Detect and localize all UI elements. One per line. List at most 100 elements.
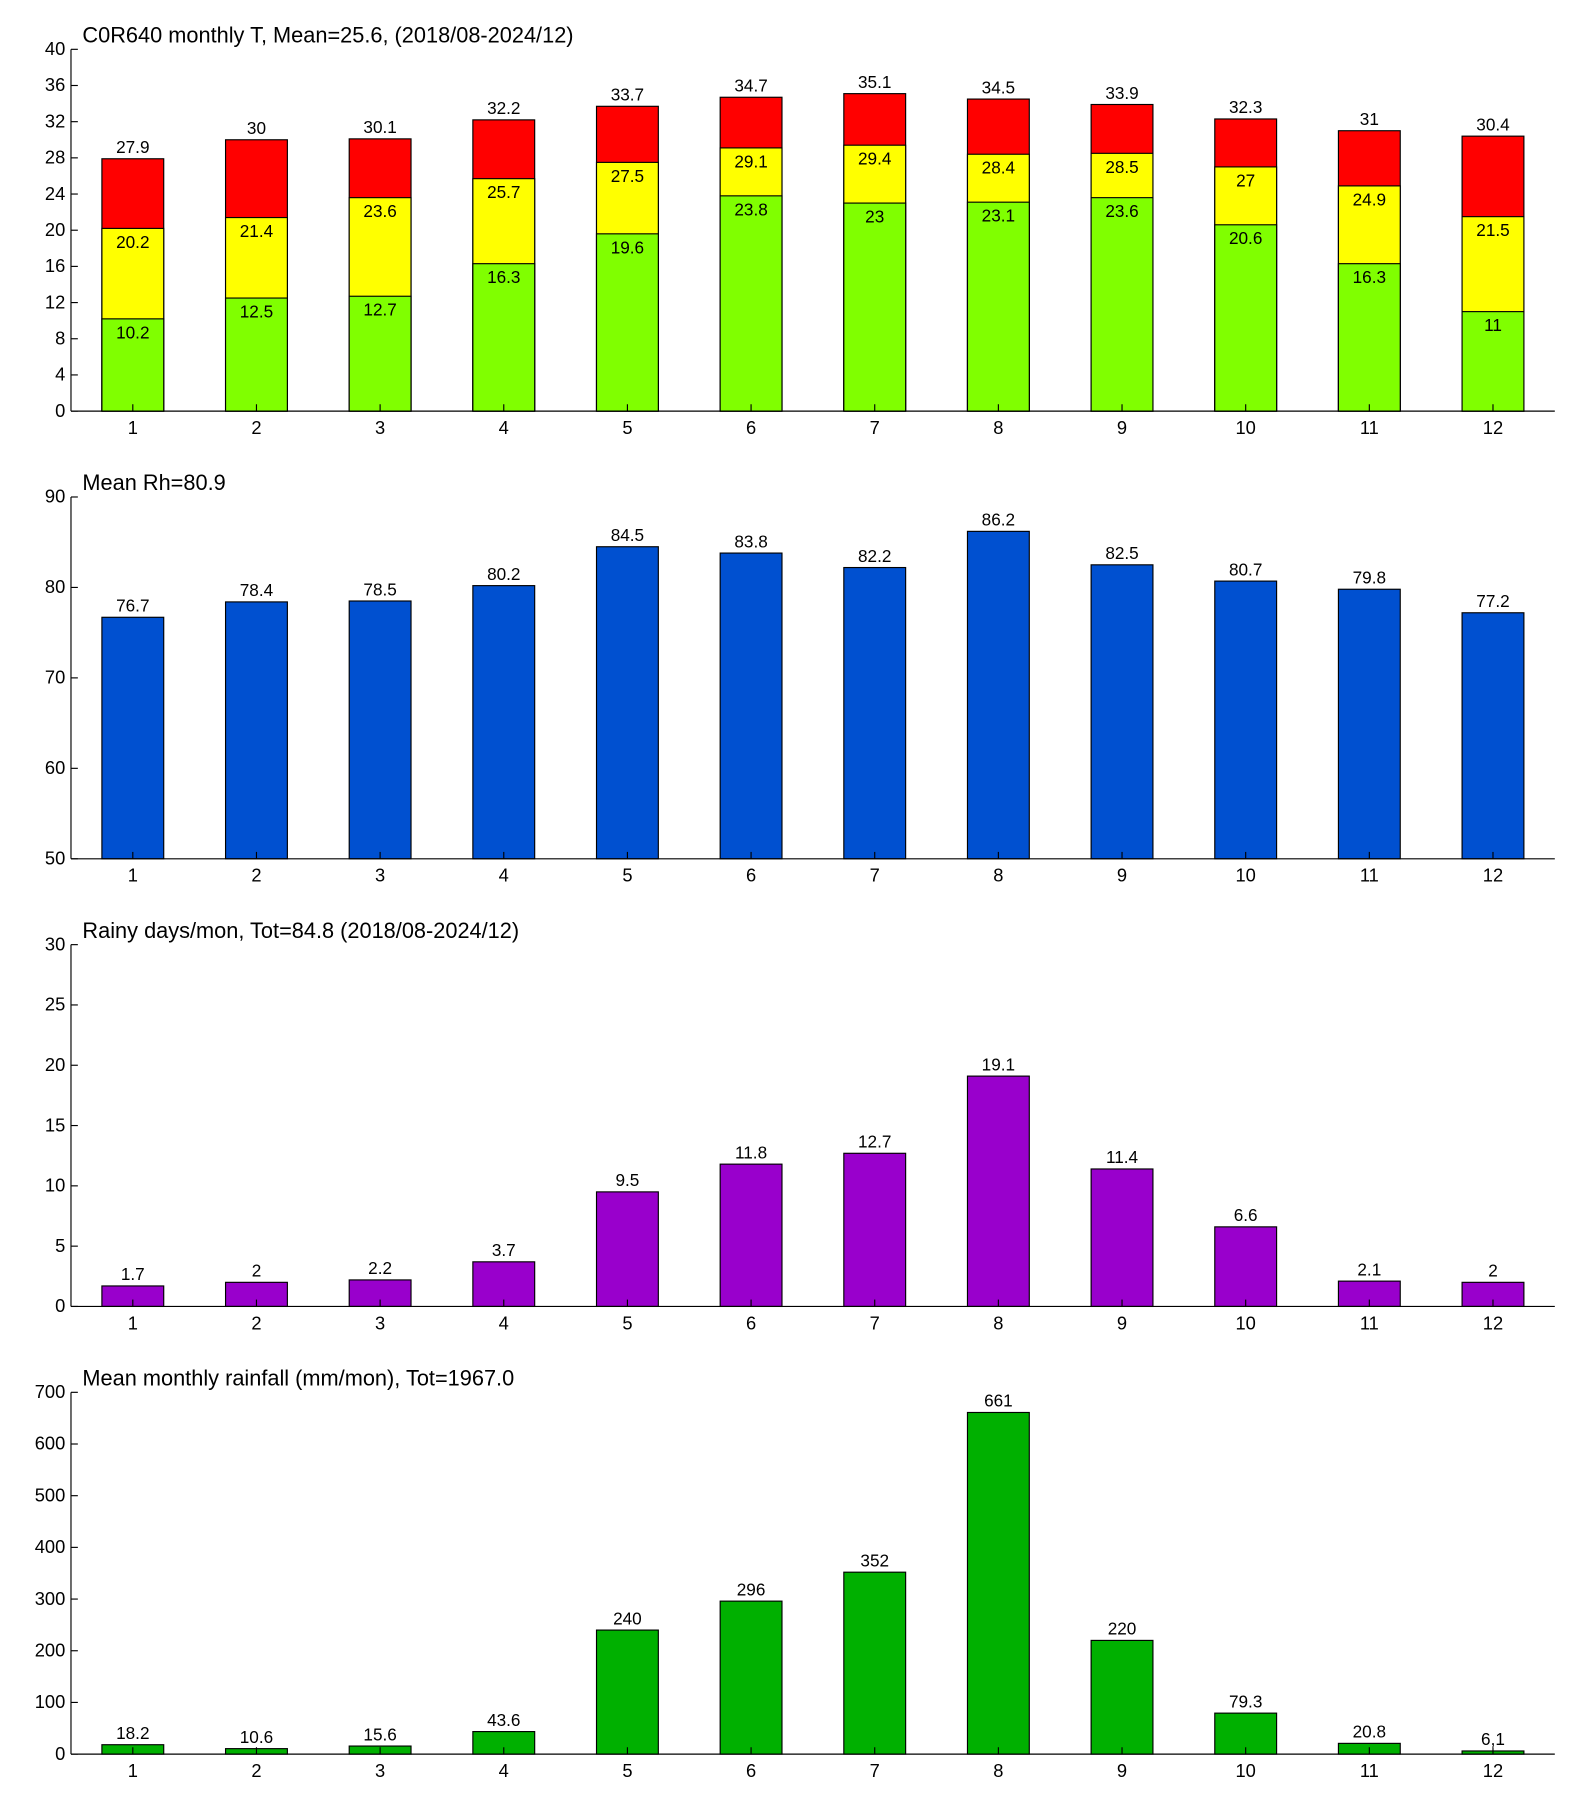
data-label: 23.6 bbox=[363, 201, 396, 221]
x-tick-label: 7 bbox=[870, 865, 880, 886]
x-tick-label: 5 bbox=[622, 1312, 632, 1333]
bar bbox=[1214, 1226, 1278, 1308]
chart-title: Rainy days/mon, Tot=84.8 (2018/08-2024/1… bbox=[82, 918, 519, 943]
x-tick-label: 7 bbox=[870, 1760, 880, 1781]
data-label: 86.2 bbox=[982, 510, 1015, 530]
x-tick-label: 4 bbox=[499, 417, 509, 438]
bar bbox=[101, 616, 165, 860]
bar bbox=[966, 1075, 1030, 1308]
bar bbox=[224, 297, 288, 412]
bar bbox=[1337, 263, 1401, 412]
x-tick-label: 12 bbox=[1483, 1312, 1503, 1333]
data-label: 80.2 bbox=[487, 564, 520, 584]
y-tick-label: 0 bbox=[55, 1295, 65, 1316]
y-tick-label: 8 bbox=[55, 327, 65, 348]
data-label: 34.7 bbox=[734, 76, 767, 96]
bar bbox=[1090, 1639, 1154, 1755]
data-label: 2.1 bbox=[1357, 1259, 1381, 1279]
bar bbox=[843, 1571, 907, 1755]
bar bbox=[843, 1152, 907, 1308]
y-tick-label: 200 bbox=[35, 1639, 66, 1660]
data-label: 661 bbox=[984, 1391, 1013, 1411]
x-tick-label: 7 bbox=[870, 1312, 880, 1333]
bar bbox=[1214, 224, 1278, 412]
data-label: 12.7 bbox=[858, 1132, 891, 1152]
data-label: 352 bbox=[860, 1550, 889, 1570]
data-label: 29.1 bbox=[734, 151, 767, 171]
x-tick-label: 10 bbox=[1236, 865, 1256, 886]
bar bbox=[719, 1600, 783, 1755]
bar bbox=[224, 601, 288, 860]
x-tick-label: 5 bbox=[622, 417, 632, 438]
data-label: 78.5 bbox=[363, 579, 396, 599]
y-tick-label: 20 bbox=[45, 1054, 65, 1075]
data-label: 43.6 bbox=[487, 1710, 520, 1730]
bar bbox=[966, 530, 1030, 860]
data-label: 21.4 bbox=[240, 221, 274, 241]
x-tick-label: 12 bbox=[1483, 417, 1503, 438]
data-label: 30.1 bbox=[363, 117, 396, 137]
data-label: 12.7 bbox=[363, 300, 396, 320]
bar bbox=[1461, 612, 1525, 860]
y-tick-label: 300 bbox=[35, 1588, 66, 1609]
data-label: 30 bbox=[247, 118, 266, 138]
data-label: 28.5 bbox=[1105, 157, 1138, 177]
x-tick-label: 3 bbox=[375, 865, 385, 886]
x-tick-label: 5 bbox=[622, 865, 632, 886]
data-label: 12.5 bbox=[240, 302, 273, 322]
data-label: 29.4 bbox=[858, 149, 892, 169]
x-tick-label: 3 bbox=[375, 417, 385, 438]
x-tick-label: 1 bbox=[128, 1760, 138, 1781]
x-tick-label: 8 bbox=[993, 1760, 1003, 1781]
data-label: 20.2 bbox=[116, 232, 149, 252]
x-tick-label: 1 bbox=[128, 865, 138, 886]
y-tick-label: 500 bbox=[35, 1484, 66, 1505]
bar bbox=[595, 233, 659, 412]
data-label: 9.5 bbox=[615, 1170, 639, 1190]
bar bbox=[472, 263, 536, 412]
x-tick-label: 12 bbox=[1483, 1760, 1503, 1781]
y-tick-label: 700 bbox=[35, 1381, 66, 1402]
bar bbox=[472, 585, 536, 860]
data-label: 2 bbox=[1488, 1261, 1498, 1281]
data-label: 25.7 bbox=[487, 182, 520, 202]
y-tick-label: 24 bbox=[45, 183, 65, 204]
data-label: 24.9 bbox=[1353, 189, 1386, 209]
data-label: 23.1 bbox=[982, 206, 1015, 226]
data-label: 10.6 bbox=[240, 1727, 273, 1747]
x-tick-label: 9 bbox=[1117, 417, 1127, 438]
data-label: 31 bbox=[1360, 109, 1379, 129]
data-label: 296 bbox=[737, 1579, 766, 1599]
data-label: 11.4 bbox=[1106, 1147, 1139, 1167]
y-tick-label: 36 bbox=[45, 74, 65, 95]
data-label: 11.8 bbox=[735, 1142, 767, 1162]
y-tick-label: 5 bbox=[55, 1235, 65, 1256]
data-label: 19.6 bbox=[611, 237, 644, 257]
data-label: 20.6 bbox=[1229, 228, 1262, 248]
y-tick-label: 25 bbox=[45, 994, 65, 1015]
data-label: 23.8 bbox=[734, 199, 767, 219]
bar bbox=[101, 318, 165, 412]
data-label: 82.2 bbox=[858, 546, 891, 566]
data-label: 27 bbox=[1236, 170, 1255, 190]
x-tick-label: 2 bbox=[251, 1312, 261, 1333]
bar bbox=[719, 552, 783, 860]
data-label: 35.1 bbox=[858, 72, 891, 92]
data-label: 220 bbox=[1108, 1619, 1137, 1639]
bar bbox=[595, 1629, 659, 1755]
data-label: 10.2 bbox=[116, 322, 149, 342]
data-label: 21.5 bbox=[1476, 220, 1509, 240]
x-tick-label: 8 bbox=[993, 1312, 1003, 1333]
x-tick-label: 7 bbox=[870, 417, 880, 438]
x-tick-label: 8 bbox=[993, 865, 1003, 886]
x-tick-label: 12 bbox=[1483, 865, 1503, 886]
x-tick-label: 1 bbox=[128, 417, 138, 438]
bar bbox=[966, 1411, 1030, 1755]
data-label: 20.8 bbox=[1353, 1722, 1386, 1742]
x-tick-label: 1 bbox=[128, 1312, 138, 1333]
bar bbox=[1090, 564, 1154, 860]
y-tick-label: 0 bbox=[55, 400, 65, 421]
x-tick-label: 6 bbox=[746, 1760, 756, 1781]
x-tick-label: 3 bbox=[375, 1760, 385, 1781]
bar bbox=[843, 566, 907, 860]
